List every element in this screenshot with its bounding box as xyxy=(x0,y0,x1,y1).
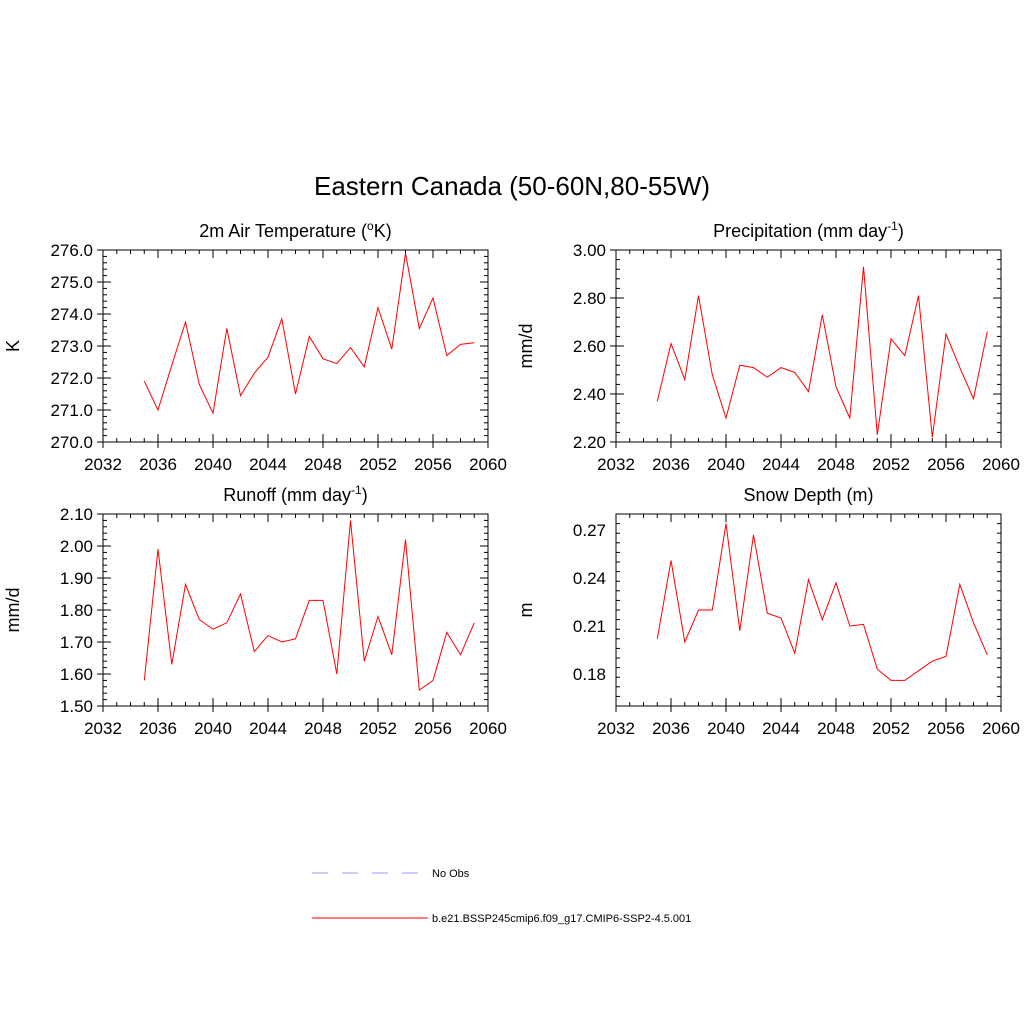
y-tick-label-air-temperature: 273.0 xyxy=(50,337,93,356)
x-tick-label-runoff: 2056 xyxy=(414,719,452,738)
y-tick-label-snow-depth: 0.21 xyxy=(573,617,606,636)
x-tick-label-air-temperature: 2048 xyxy=(304,455,342,474)
x-tick-label-precipitation: 2052 xyxy=(872,455,910,474)
y-tick-label-runoff: 1.50 xyxy=(60,697,93,716)
legend-label-no-obs: No Obs xyxy=(432,868,470,880)
y-tick-label-snow-depth: 0.24 xyxy=(573,569,606,588)
panel-snow-depth: Snow Depth (m) m 2032 2036 2040 2044 2048 2052 2… xyxy=(516,485,1020,738)
y-axis-label-snow-depth: m xyxy=(516,603,536,618)
x-tick-label-air-temperature: 2044 xyxy=(249,455,287,474)
panel-title-air-temperature: 2m Air Temperature (oK) xyxy=(199,219,391,241)
y-tick-label-air-temperature: 276.0 xyxy=(50,241,93,260)
y-tick-label-snow-depth: 0.18 xyxy=(573,665,606,684)
x-tick-label-runoff: 2044 xyxy=(249,719,287,738)
y-tick-label-precipitation: 2.40 xyxy=(573,385,606,404)
x-tick-label-runoff: 2040 xyxy=(194,719,232,738)
x-tick-label-air-temperature: 2052 xyxy=(359,455,397,474)
x-tick-label-snow-depth: 2040 xyxy=(707,719,745,738)
x-tick-label-runoff: 2032 xyxy=(84,719,122,738)
y-tick-label-runoff: 2.10 xyxy=(60,505,93,524)
y-axis-label-runoff: mm/d xyxy=(3,588,23,633)
y-tick-label-precipitation: 2.80 xyxy=(573,289,606,308)
y-tick-label-air-temperature: 272.0 xyxy=(50,369,93,388)
x-tick-label-snow-depth: 2036 xyxy=(652,719,690,738)
legend-label-model: b.e21.BSSP245cmip6.f09_g17.CMIP6-SSP2-4.… xyxy=(432,913,691,925)
panel-precipitation: Precipitation (mm day-1) mm/d 2032 2036 2040… xyxy=(516,219,1020,474)
x-tick-label-air-temperature: 2056 xyxy=(414,455,452,474)
panel-air-temperature: 2m Air Temperature (oK) K 2032 2036 2040 2044… xyxy=(3,219,507,474)
x-tick-label-air-temperature: 2032 xyxy=(84,455,122,474)
y-tick-label-runoff: 1.80 xyxy=(60,601,93,620)
x-tick-label-precipitation: 2036 xyxy=(652,455,690,474)
series-line-runoff xyxy=(143,520,475,691)
y-axis-label-precipitation: mm/d xyxy=(516,324,536,369)
series-line-snow-depth xyxy=(656,523,988,681)
x-tick-label-precipitation: 2056 xyxy=(927,455,965,474)
y-axis-label-air-temperature: K xyxy=(3,340,23,352)
panel-title-precipitation: Precipitation (mm day-1) xyxy=(713,219,904,241)
y-tick-label-air-temperature: 274.0 xyxy=(50,305,93,324)
x-tick-label-snow-depth: 2060 xyxy=(982,719,1020,738)
x-tick-label-runoff: 2048 xyxy=(304,719,342,738)
x-tick-label-snow-depth: 2056 xyxy=(927,719,965,738)
panel-title-snow-depth: Snow Depth (m) xyxy=(743,485,873,505)
y-tick-label-air-temperature: 270.0 xyxy=(50,433,93,452)
y-tick-label-air-temperature: 275.0 xyxy=(50,273,93,292)
series-line-precipitation xyxy=(656,266,988,438)
x-tick-label-precipitation: 2044 xyxy=(762,455,800,474)
y-tick-label-snow-depth: 0.27 xyxy=(573,521,606,540)
y-tick-label-runoff: 2.00 xyxy=(60,537,93,556)
legend: No Obs b.e21.BSSP245cmip6.f09_g17.CMIP6-… xyxy=(312,868,691,925)
x-tick-label-snow-depth: 2044 xyxy=(762,719,800,738)
x-tick-label-precipitation: 2060 xyxy=(982,455,1020,474)
x-tick-label-runoff: 2036 xyxy=(139,719,177,738)
x-tick-label-air-temperature: 2036 xyxy=(139,455,177,474)
series-line-air-temperature xyxy=(143,253,475,415)
plot-frame-runoff xyxy=(102,513,489,707)
x-tick-label-precipitation: 2040 xyxy=(707,455,745,474)
x-tick-label-snow-depth: 2048 xyxy=(817,719,855,738)
y-tick-label-precipitation: 3.00 xyxy=(573,241,606,260)
x-tick-label-air-temperature: 2040 xyxy=(194,455,232,474)
x-tick-label-air-temperature: 2060 xyxy=(469,455,507,474)
y-tick-label-precipitation: 2.20 xyxy=(573,433,606,452)
plot-frame-snow-depth xyxy=(615,513,1002,707)
x-tick-label-precipitation: 2048 xyxy=(817,455,855,474)
x-tick-label-precipitation: 2032 xyxy=(597,455,635,474)
x-tick-label-runoff: 2052 xyxy=(359,719,397,738)
y-tick-label-precipitation: 2.60 xyxy=(573,337,606,356)
figure-title: Eastern Canada (50-60N,80-55W) xyxy=(314,171,710,201)
panel-title-runoff: Runoff (mm day-1) xyxy=(223,483,367,505)
x-tick-label-snow-depth: 2052 xyxy=(872,719,910,738)
y-tick-label-runoff: 1.70 xyxy=(60,633,93,652)
y-tick-label-runoff: 1.60 xyxy=(60,665,93,684)
plot-frame-air-temperature xyxy=(102,249,489,443)
y-tick-label-runoff: 1.90 xyxy=(60,569,93,588)
panel-runoff: Runoff (mm day-1) mm/d 2032 2036 2040 2044 204… xyxy=(3,483,507,738)
y-tick-label-air-temperature: 271.0 xyxy=(50,401,93,420)
plot-frame-precipitation xyxy=(615,249,1002,443)
panels-container: 2m Air Temperature (oK) K 2032 2036 2040 2044… xyxy=(3,219,1020,738)
x-tick-label-runoff: 2060 xyxy=(469,719,507,738)
x-tick-label-snow-depth: 2032 xyxy=(597,719,635,738)
